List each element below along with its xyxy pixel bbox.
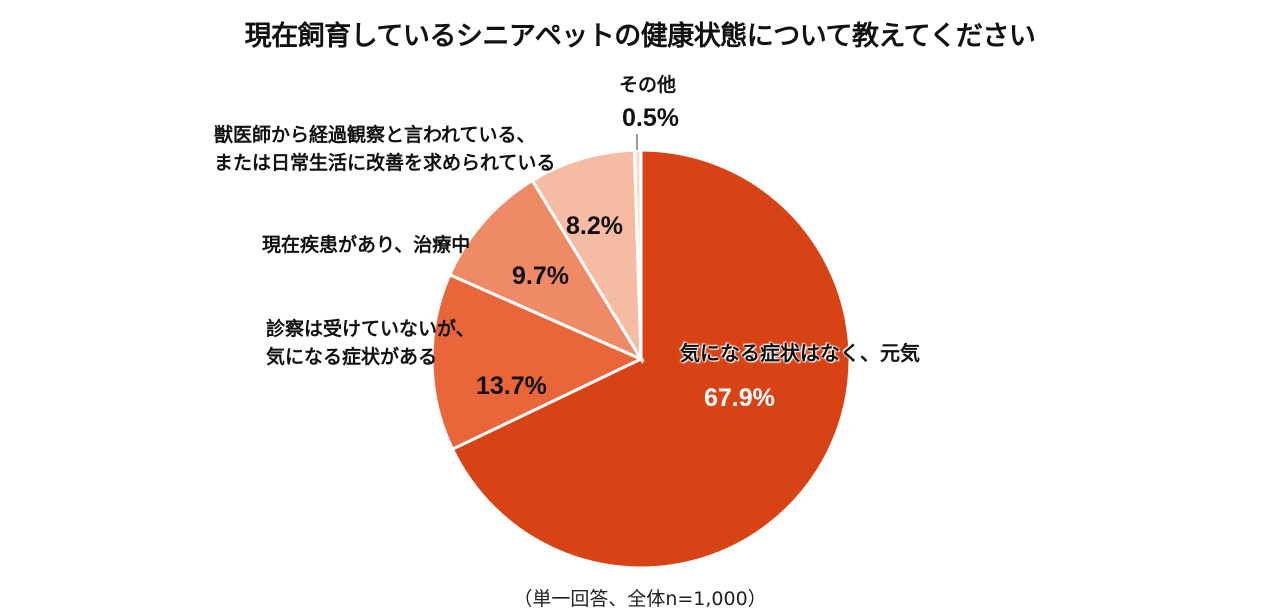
pct-sonota: 0.5%	[622, 104, 679, 132]
label-keika-line1: 獣医師から経過観察と言われている、	[214, 124, 536, 146]
pct-chiryou: 9.7%	[512, 262, 569, 290]
slice-genki	[450, 148, 852, 570]
chart-title: 現在飼育しているシニアペットの健康状態について教えてください	[244, 21, 1036, 52]
label-genki: 気になる症状はなく、元気	[680, 341, 920, 365]
label-shinsatsu-line2: 気になる症状がある	[266, 346, 438, 368]
pct-keika: 8.2%	[566, 212, 623, 240]
label-keika-line2: または日常生活に改善を求められている	[214, 152, 556, 174]
slice-keika	[530, 148, 643, 365]
label-sonota: その他	[619, 74, 677, 96]
pct-genki: 67.9%	[704, 384, 775, 412]
label-chiryou: 現在疾患があり、治療中	[262, 234, 471, 256]
label-shinsatsu-line1: 診察は受けていないが、	[266, 318, 475, 340]
pct-shinsatsu: 13.7%	[476, 372, 547, 400]
footnote: （単一回答、全体n=1,000）	[513, 588, 767, 610]
slice-sonota	[632, 148, 643, 360]
slice-chiryou	[447, 178, 645, 363]
slice-shinsatsu	[430, 272, 645, 452]
